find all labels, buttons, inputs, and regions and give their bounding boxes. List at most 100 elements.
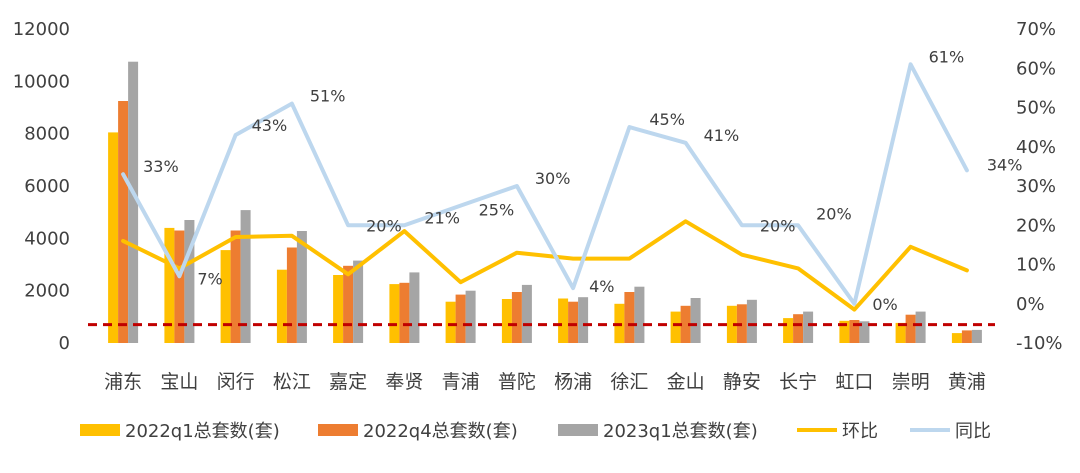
data-label-杨浦: 4% [589, 277, 614, 296]
bar-普陀-3 [521, 284, 532, 343]
category-label: 松江 [273, 371, 311, 393]
bar-杨浦-2 [568, 301, 579, 343]
bar-奉贤-3 [409, 272, 420, 343]
data-label-layer: 33% 7% 43% 51% 20% 21% 25% 30% 4% 45% 41% 20% 20% 0% 6… [143, 47, 1022, 313]
left-axis-tick: 12000 [13, 19, 70, 40]
bar-闵行-1 [220, 250, 231, 343]
right-axis-tick: 70% [1016, 19, 1056, 40]
series-line-同比 [121, 62, 969, 306]
data-label-宝山: 7% [197, 269, 222, 288]
right-axis-tick: 60% [1016, 58, 1056, 79]
bar-松江-1 [276, 269, 287, 343]
data-label-黄浦: 34% [987, 155, 1023, 174]
data-label-嘉定: 20% [366, 216, 402, 235]
bar-黄浦-1 [951, 333, 962, 343]
bar-杨浦-3 [578, 297, 589, 343]
bar-宝山-2 [174, 230, 185, 343]
bar-浦东-1 [108, 132, 119, 343]
category-label: 青浦 [442, 371, 480, 393]
category-label: 长宁 [779, 371, 817, 393]
legend-swatch [318, 424, 358, 436]
series-line-环比 [121, 219, 969, 312]
data-label-松江: 51% [310, 87, 346, 106]
bar-嘉定-3 [353, 260, 364, 343]
right-axis-tick: 20% [1016, 215, 1056, 236]
data-label-青浦: 25% [479, 201, 515, 220]
data-label-浦东: 33% [143, 157, 179, 176]
category-label: 嘉定 [329, 371, 367, 393]
legend-item-2022q1总套数(套): 2022q1总套数(套) [80, 421, 280, 442]
bar-嘉定-2 [343, 265, 354, 343]
bar-虹口-2 [849, 320, 860, 343]
category-label: 宝山 [160, 371, 198, 393]
bar-崇明-3 [915, 311, 926, 343]
category-label: 虹口 [835, 371, 873, 393]
bar-浦东-3 [128, 61, 139, 343]
bar-崇明-2 [905, 314, 916, 343]
left-axis-tick: 10000 [13, 71, 70, 92]
category-label: 普陀 [498, 371, 536, 393]
bar-嘉定-1 [333, 275, 344, 343]
right-axis-tick: 10% [1016, 255, 1056, 276]
right-axis-tick: 50% [1016, 98, 1056, 119]
bar-金山-1 [670, 311, 681, 343]
data-label-崇明: 61% [929, 47, 965, 66]
legend-item-2023q1总套数(套): 2023q1总套数(套) [558, 421, 758, 442]
bar-松江-3 [296, 231, 307, 343]
bar-layer [108, 61, 982, 344]
bar-宝山-1 [164, 227, 175, 343]
bar-宝山-3 [184, 220, 195, 343]
axis-layer: 020004000600080001000012000-10%0%10%20%3… [13, 19, 1063, 393]
legend-swatch [80, 424, 120, 436]
bar-闵行-2 [230, 230, 241, 343]
bar-静安-3 [746, 299, 757, 343]
bar-浦东-2 [118, 101, 129, 343]
category-label: 闵行 [217, 371, 255, 393]
legend-item-2022q4总套数(套): 2022q4总套数(套) [318, 421, 518, 442]
bar-闵行-3 [240, 210, 251, 343]
bar-长宁-1 [783, 318, 794, 343]
data-label-徐汇: 45% [649, 110, 685, 129]
category-label: 杨浦 [554, 371, 592, 393]
left-axis-tick: 6000 [24, 176, 70, 197]
bar-奉贤-2 [399, 282, 410, 343]
category-label: 静安 [723, 371, 761, 393]
bar-杨浦-1 [558, 298, 569, 343]
line-layer [121, 62, 969, 312]
bar-普陀-1 [501, 299, 512, 343]
bar-金山-3 [690, 298, 701, 343]
bar-青浦-2 [455, 294, 466, 343]
category-label: 崇明 [892, 371, 930, 393]
left-axis-tick: 8000 [24, 124, 70, 145]
right-axis-tick: 0% [1016, 294, 1045, 315]
data-label-奉贤: 21% [424, 208, 460, 227]
legend-item-同比: 同比 [910, 421, 991, 442]
legend-swatch [558, 424, 598, 436]
bar-长宁-3 [803, 311, 814, 343]
legend-item-环比: 环比 [797, 421, 878, 442]
bar-虹口-1 [839, 320, 850, 343]
bar-黄浦-3 [971, 329, 982, 343]
legend-label: 同比 [955, 421, 991, 442]
category-label: 黄浦 [948, 371, 986, 393]
legend-label: 2023q1总套数(套) [603, 421, 758, 442]
bar-虹口-3 [859, 321, 870, 343]
legend-label: 2022q1总套数(套) [125, 421, 280, 442]
data-label-静安: 20% [760, 216, 796, 235]
bar-长宁-2 [793, 314, 804, 343]
data-label-闵行: 43% [252, 116, 288, 135]
bar-普陀-2 [511, 292, 522, 343]
bar-黄浦-2 [961, 330, 972, 343]
category-label: 金山 [667, 371, 705, 393]
category-label: 奉贤 [385, 371, 423, 393]
data-label-虹口: 0% [872, 295, 897, 314]
legend: 2022q1总套数(套) 2022q4总套数(套) 2023q1总套数(套) 环比 同比 [80, 421, 991, 442]
left-axis-tick: 4000 [24, 228, 70, 249]
data-label-长宁: 20% [816, 204, 852, 223]
bar-青浦-3 [465, 290, 476, 343]
data-label-金山: 41% [704, 126, 740, 145]
left-axis-tick: 0 [59, 333, 70, 354]
bar-静安-1 [726, 305, 737, 343]
